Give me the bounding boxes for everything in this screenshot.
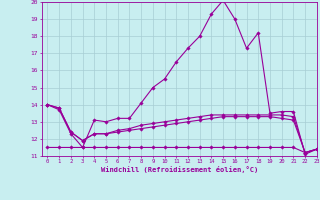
X-axis label: Windchill (Refroidissement éolien,°C): Windchill (Refroidissement éolien,°C) <box>100 166 258 173</box>
